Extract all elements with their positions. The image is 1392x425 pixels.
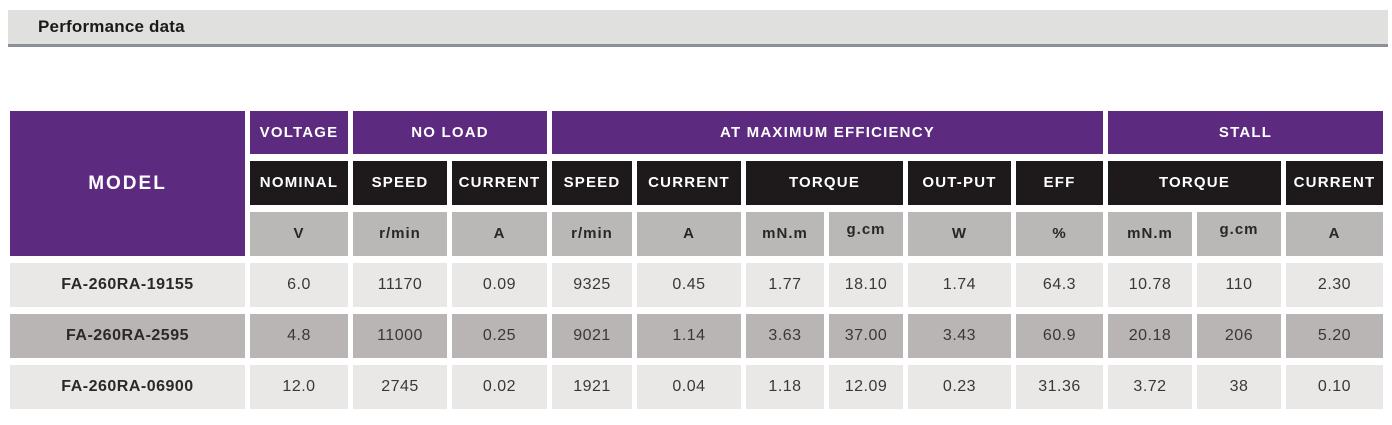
model-cell: FA-260RA-19155 [10, 263, 245, 307]
value-cell: 10.78 [1108, 263, 1192, 307]
subheader-nominal: NOMINAL [250, 161, 348, 205]
value-cell: 206 [1197, 314, 1281, 358]
subheader-speed-noload: SPEED [353, 161, 447, 205]
performance-table: MODEL VOLTAGE NO LOAD AT MAXIMUM EFFICIE… [10, 111, 1383, 409]
model-cell: FA-260RA-06900 [10, 365, 245, 409]
subheader-torque-stall: TORQUE [1108, 161, 1281, 205]
value-cell: 64.3 [1016, 263, 1103, 307]
value-cell: 2745 [353, 365, 447, 409]
unit-gcm-maxeff: g.cm [829, 212, 903, 256]
value-cell: 0.45 [637, 263, 741, 307]
group-header-voltage: VOLTAGE [250, 111, 348, 154]
value-cell: 4.8 [250, 314, 348, 358]
unit-amp-stall: A [1286, 212, 1383, 256]
unit-mnm-stall: mN.m [1108, 212, 1192, 256]
value-cell: 0.09 [452, 263, 547, 307]
section-header-bar: Performance data [8, 10, 1388, 47]
section-title: Performance data [38, 17, 185, 36]
unit-rpm-maxeff: r/min [552, 212, 632, 256]
unit-volt: V [250, 212, 348, 256]
value-cell: 11170 [353, 263, 447, 307]
value-cell: 12.0 [250, 365, 348, 409]
group-header-at-maximum-efficiency: AT MAXIMUM EFFICIENCY [552, 111, 1103, 154]
column-header-model: MODEL [10, 111, 245, 256]
value-cell: 0.10 [1286, 365, 1383, 409]
subheader-eff: EFF [1016, 161, 1103, 205]
value-cell: 1921 [552, 365, 632, 409]
value-cell: 31.36 [1016, 365, 1103, 409]
value-cell: 0.25 [452, 314, 547, 358]
value-cell: 5.20 [1286, 314, 1383, 358]
value-cell: 3.63 [746, 314, 824, 358]
subheader-output: OUT-PUT [908, 161, 1011, 205]
unit-watt: W [908, 212, 1011, 256]
subheader-speed-maxeff: SPEED [552, 161, 632, 205]
subheader-current-stall: CURRENT [1286, 161, 1383, 205]
value-cell: 1.14 [637, 314, 741, 358]
value-cell: 110 [1197, 263, 1281, 307]
value-cell: 18.10 [829, 263, 903, 307]
value-cell: 0.23 [908, 365, 1011, 409]
unit-gcm-stall: g.cm [1197, 212, 1281, 256]
unit-mnm-maxeff: mN.m [746, 212, 824, 256]
value-cell: 6.0 [250, 263, 348, 307]
value-cell: 9325 [552, 263, 632, 307]
value-cell: 2.30 [1286, 263, 1383, 307]
subheader-current-maxeff: CURRENT [637, 161, 741, 205]
value-cell: 38 [1197, 365, 1281, 409]
value-cell: 0.02 [452, 365, 547, 409]
value-cell: 9021 [552, 314, 632, 358]
unit-amp-maxeff: A [637, 212, 741, 256]
value-cell: 11000 [353, 314, 447, 358]
value-cell: 1.74 [908, 263, 1011, 307]
unit-rpm-noload: r/min [353, 212, 447, 256]
subheader-torque-maxeff: TORQUE [746, 161, 903, 205]
value-cell: 1.77 [746, 263, 824, 307]
group-header-stall: STALL [1108, 111, 1383, 154]
value-cell: 1.18 [746, 365, 824, 409]
value-cell: 3.72 [1108, 365, 1192, 409]
unit-percent: % [1016, 212, 1103, 256]
value-cell: 3.43 [908, 314, 1011, 358]
subheader-current-noload: CURRENT [452, 161, 547, 205]
value-cell: 0.04 [637, 365, 741, 409]
value-cell: 20.18 [1108, 314, 1192, 358]
group-header-no-load: NO LOAD [353, 111, 547, 154]
value-cell: 12.09 [829, 365, 903, 409]
unit-amp-noload: A [452, 212, 547, 256]
value-cell: 60.9 [1016, 314, 1103, 358]
value-cell: 37.00 [829, 314, 903, 358]
model-cell: FA-260RA-2595 [10, 314, 245, 358]
